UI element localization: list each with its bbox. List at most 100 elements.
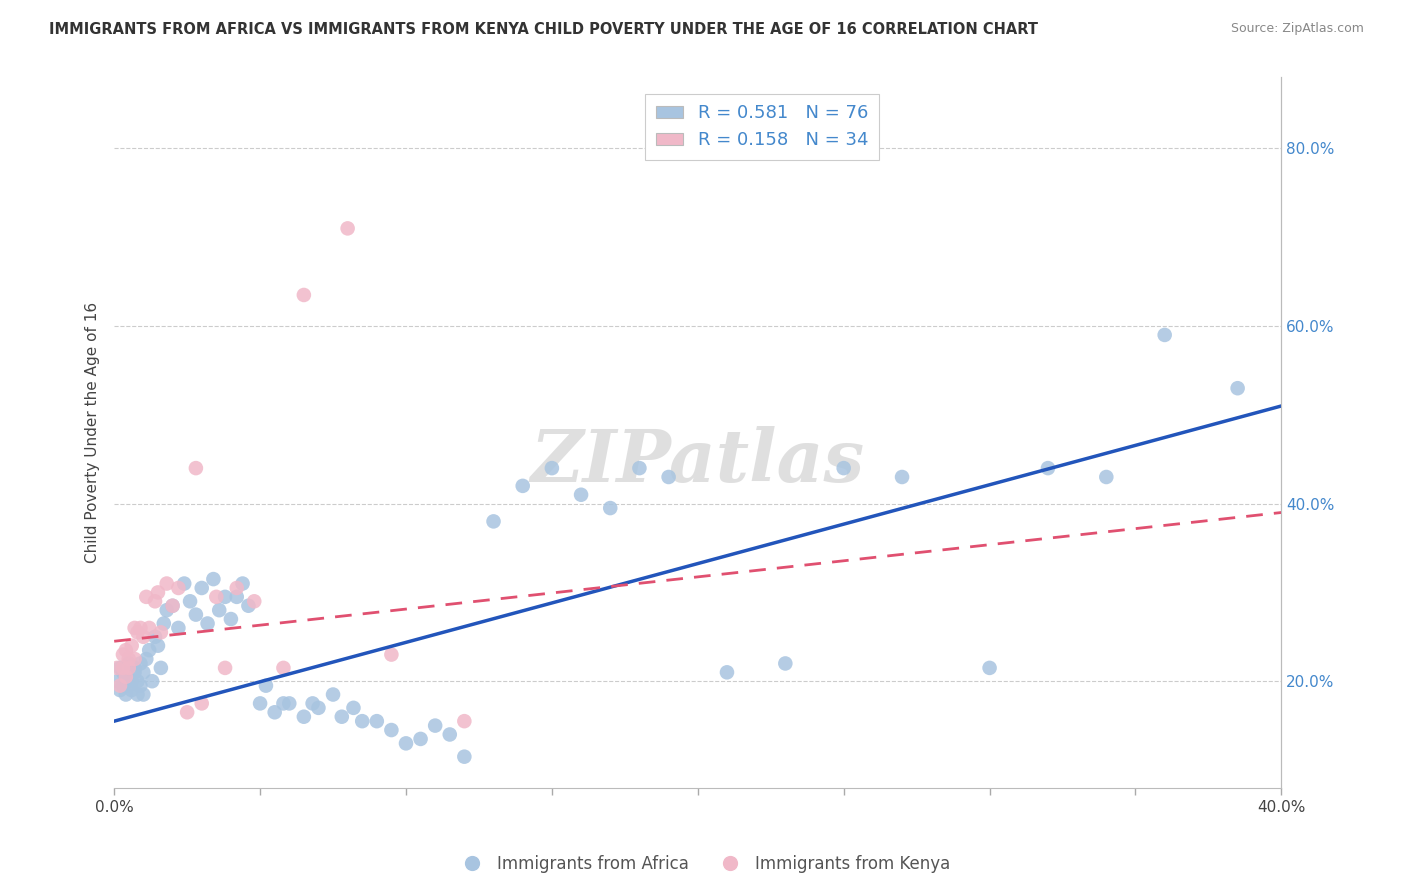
Point — [205, 590, 228, 604]
Point — [366, 714, 388, 728]
Point — [149, 661, 172, 675]
Point — [278, 697, 301, 711]
Point — [115, 643, 138, 657]
Point — [176, 706, 198, 720]
Point — [111, 648, 134, 662]
Point — [146, 585, 169, 599]
Point — [132, 688, 155, 702]
Point — [225, 581, 247, 595]
Point — [118, 679, 141, 693]
Point — [124, 652, 146, 666]
Text: Source: ZipAtlas.com: Source: ZipAtlas.com — [1230, 22, 1364, 36]
Point — [127, 688, 149, 702]
Point — [453, 714, 475, 728]
Point — [979, 661, 1001, 675]
Point — [118, 652, 141, 666]
Point — [184, 607, 207, 622]
Point — [141, 674, 163, 689]
Point — [118, 661, 141, 675]
Point — [105, 674, 128, 689]
Point — [115, 688, 138, 702]
Legend: Immigrants from Africa, Immigrants from Kenya: Immigrants from Africa, Immigrants from … — [449, 848, 957, 880]
Point — [273, 697, 295, 711]
Point — [115, 670, 138, 684]
Point — [225, 590, 247, 604]
Point — [184, 461, 207, 475]
Point — [167, 621, 190, 635]
Point — [409, 731, 432, 746]
Point — [453, 749, 475, 764]
Point — [156, 603, 179, 617]
Point — [628, 461, 651, 475]
Point — [143, 630, 166, 644]
Point — [425, 718, 447, 732]
Point — [167, 581, 190, 595]
Point — [658, 470, 681, 484]
Point — [190, 697, 212, 711]
Point — [162, 599, 184, 613]
Point — [121, 639, 143, 653]
Point — [138, 643, 160, 657]
Point — [292, 288, 315, 302]
Point — [214, 590, 236, 604]
Point — [249, 697, 271, 711]
Point — [380, 723, 402, 737]
Point — [775, 657, 797, 671]
Point — [146, 639, 169, 653]
Point — [541, 461, 564, 475]
Text: IMMIGRANTS FROM AFRICA VS IMMIGRANTS FROM KENYA CHILD POVERTY UNDER THE AGE OF 1: IMMIGRANTS FROM AFRICA VS IMMIGRANTS FRO… — [49, 22, 1038, 37]
Point — [214, 661, 236, 675]
Point — [173, 576, 195, 591]
Point — [124, 665, 146, 680]
Point — [599, 501, 621, 516]
Point — [322, 688, 344, 702]
Point — [243, 594, 266, 608]
Point — [115, 670, 138, 684]
Point — [129, 657, 152, 671]
Point — [380, 648, 402, 662]
Point — [111, 665, 134, 680]
Point — [292, 710, 315, 724]
Point — [395, 736, 418, 750]
Point — [108, 679, 131, 693]
Point — [190, 581, 212, 595]
Point — [202, 572, 225, 586]
Point — [121, 683, 143, 698]
Point — [301, 697, 323, 711]
Point — [127, 674, 149, 689]
Point — [105, 661, 128, 675]
Point — [439, 727, 461, 741]
Point — [273, 661, 295, 675]
Point — [263, 706, 285, 720]
Point — [1095, 470, 1118, 484]
Point — [352, 714, 374, 728]
Point — [512, 479, 534, 493]
Point — [330, 710, 353, 724]
Point — [238, 599, 260, 613]
Point — [152, 616, 174, 631]
Point — [832, 461, 855, 475]
Point — [716, 665, 738, 680]
Point — [118, 657, 141, 671]
Point — [307, 701, 329, 715]
Point — [232, 576, 254, 591]
Point — [129, 621, 152, 635]
Point — [108, 683, 131, 698]
Point — [149, 625, 172, 640]
Point — [1153, 327, 1175, 342]
Point — [569, 488, 592, 502]
Point — [219, 612, 242, 626]
Point — [111, 661, 134, 675]
Point — [108, 661, 131, 675]
Point — [162, 599, 184, 613]
Point — [132, 630, 155, 644]
Point — [132, 665, 155, 680]
Point — [138, 621, 160, 635]
Text: ZIPatlas: ZIPatlas — [530, 425, 865, 497]
Point — [156, 576, 179, 591]
Point — [336, 221, 359, 235]
Point — [135, 652, 157, 666]
Point — [482, 515, 505, 529]
Point — [891, 470, 914, 484]
Point — [129, 679, 152, 693]
